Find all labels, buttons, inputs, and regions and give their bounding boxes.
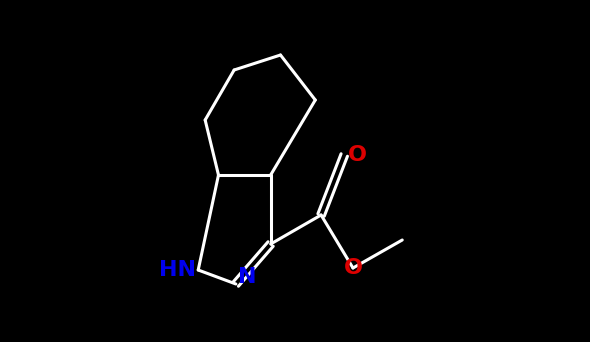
Text: O: O bbox=[348, 145, 367, 165]
Text: O: O bbox=[343, 258, 362, 278]
Text: HN: HN bbox=[159, 260, 196, 280]
Text: N: N bbox=[238, 267, 256, 287]
